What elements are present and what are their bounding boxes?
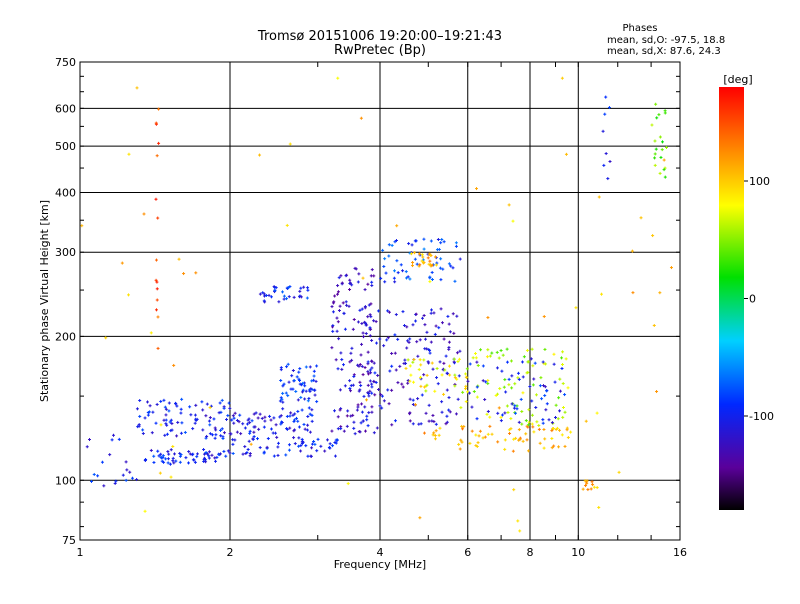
y-tick-label: 500	[55, 140, 76, 153]
x-axis-label: Frequency [MHz]	[334, 558, 426, 571]
colorbar-ticks: 100 0 -100	[744, 175, 774, 423]
stats-heading: Phases	[622, 23, 657, 34]
y-tick-label: 200	[55, 330, 76, 343]
x-tick-label: 6	[464, 546, 471, 559]
y-tick-label: 750	[55, 56, 76, 69]
colorbar-tick-label: 0	[749, 293, 756, 306]
x-axis-ticks: 1 2 4 6 8 10 16	[77, 62, 687, 559]
grid-lines	[80, 62, 680, 540]
chart-title: Tromsø 20151006 19:20:00–19:21:43	[257, 29, 502, 44]
colorbar-tick-label: 100	[749, 175, 770, 188]
data-points	[80, 76, 673, 533]
y-axis-label: Stationary phase Virtual Height [km]	[38, 200, 51, 402]
y-tick-label: 400	[55, 186, 76, 199]
chart-subtitle: RwPretec (Bp)	[334, 43, 426, 58]
colorbar	[719, 87, 744, 510]
x-tick-label: 1	[77, 546, 84, 559]
x-tick-label: 8	[527, 546, 534, 559]
stats-o-mode: mean, sd,O: -97.5, 18.8	[607, 35, 725, 46]
y-tick-label: 75	[62, 534, 76, 547]
x-tick-label: 2	[227, 546, 234, 559]
y-tick-label: 300	[55, 246, 76, 259]
x-tick-label: 16	[673, 546, 687, 559]
colorbar-tick-label: -100	[749, 410, 774, 423]
colorbar-label: [deg]	[723, 73, 752, 86]
y-axis-ticks: 75 100 200 300 400 500 600 750	[55, 56, 680, 547]
y-tick-label: 600	[55, 102, 76, 115]
x-tick-label: 10	[571, 546, 585, 559]
x-tick-label: 4	[377, 546, 384, 559]
y-tick-label: 100	[55, 474, 76, 487]
stats-x-mode: mean, sd,X: 87.6, 24.3	[607, 46, 721, 57]
